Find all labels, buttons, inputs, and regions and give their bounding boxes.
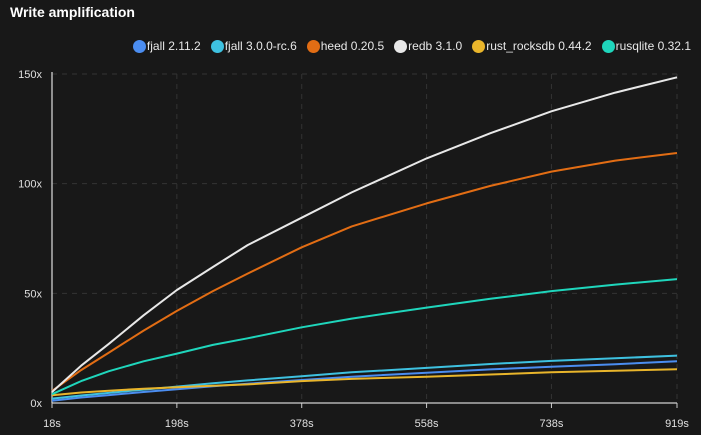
series-lines bbox=[51, 76, 678, 402]
x-tick-label: 198s bbox=[165, 418, 189, 430]
x-tick-label: 18s bbox=[43, 418, 61, 430]
y-tick-label: 0x bbox=[30, 398, 42, 410]
legend-marker-icon bbox=[601, 39, 615, 53]
grid bbox=[52, 73, 678, 403]
legend-item[interactable]: fjall 3.0.0-rc.6 bbox=[210, 39, 297, 53]
legend-item[interactable]: redb 3.1.0 bbox=[394, 39, 462, 53]
legend-marker-icon bbox=[132, 39, 146, 53]
legend-marker-icon bbox=[472, 39, 486, 53]
tick-labels: 0x 50x 100x 150x 18s 198s 378s 558s 738s 919s bbox=[18, 69, 689, 430]
legend-label: fjall 2.11.2 bbox=[146, 39, 201, 53]
series-line-heed-0-20-5 bbox=[51, 152, 678, 392]
legend-item[interactable]: rust_rocksdb 0.44.2 bbox=[472, 39, 592, 53]
legend-label: fjall 3.0.0-rc.6 bbox=[224, 39, 297, 53]
legend-label: redb 3.1.0 bbox=[408, 39, 463, 53]
axes bbox=[51, 72, 678, 408]
series-line-redb-3-1-0 bbox=[51, 76, 678, 393]
x-tick-label: 558s bbox=[415, 418, 439, 430]
legend-item[interactable]: rusqlite 0.32.1 bbox=[601, 39, 691, 53]
legend-item[interactable]: fjall 2.11.2 bbox=[132, 39, 201, 53]
legend-marker-icon bbox=[306, 39, 320, 53]
legend-item[interactable]: heed 0.20.5 bbox=[306, 39, 385, 53]
chart-title: Write amplification bbox=[10, 4, 135, 20]
legend-marker-icon bbox=[394, 39, 408, 53]
legend-label: rust_rocksdb 0.44.2 bbox=[486, 39, 592, 53]
series-line-rusqlite-0-32-1 bbox=[51, 278, 678, 396]
legend-label: heed 0.20.5 bbox=[320, 39, 385, 53]
x-tick-label: 919s bbox=[665, 418, 689, 430]
series-line-fjall-2-11-2 bbox=[51, 360, 678, 402]
x-tick-label: 738s bbox=[540, 418, 564, 430]
legend: fjall 2.11.2 fjall 3.0.0-rc.6 heed 0.20.5 r… bbox=[132, 39, 691, 53]
y-tick-label: 50x bbox=[24, 288, 42, 300]
y-tick-label: 100x bbox=[18, 179, 42, 191]
series-line-rust-rocksdb-0-44-2 bbox=[51, 368, 678, 397]
legend-marker-icon bbox=[210, 39, 224, 53]
x-tick-label: 378s bbox=[290, 418, 314, 430]
legend-label: rusqlite 0.32.1 bbox=[615, 39, 691, 53]
y-tick-label: 150x bbox=[18, 69, 42, 81]
series-line-fjall-3-0-0-rc-6 bbox=[51, 354, 678, 400]
